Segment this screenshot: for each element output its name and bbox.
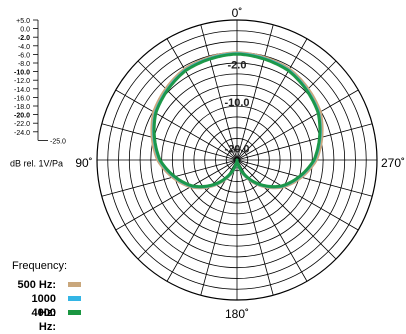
- scale-tick-label: -14.0: [14, 87, 30, 94]
- grid-spoke: [101, 159, 238, 197]
- scale-tick-label: -8.0: [18, 61, 30, 68]
- legend-item-500: 500 Hz:: [12, 278, 82, 292]
- scale-tick-label: +5.0: [16, 18, 30, 25]
- ring-label: -20.0: [224, 144, 249, 156]
- legend-swatch: [68, 310, 81, 315]
- grid-spoke: [137, 60, 238, 161]
- grid-spoke: [166, 38, 238, 161]
- grid-spoke: [236, 89, 359, 161]
- polar-chart: +5.00.0-2.0-4.0-6.0-8.0-10.0-12.0-14.0-1…: [10, 6, 405, 321]
- scale-tick-label: -20.0: [14, 113, 30, 120]
- grid-spoke: [101, 123, 238, 161]
- scale-tick-label: -24.0: [14, 130, 30, 137]
- series-group: [150, 51, 324, 190]
- legend-label: 1000 Hz:: [31, 293, 56, 319]
- polar-grid: [96, 19, 378, 301]
- grid-spoke: [236, 38, 308, 161]
- angle-labels: 0˚ 90˚ 180˚ 270˚: [75, 6, 405, 321]
- scale-tick-label: -16.0: [14, 95, 30, 102]
- scale-tick-label: 0.0: [20, 27, 30, 34]
- level-scale: +5.00.0-2.0-4.0-6.0-8.0-10.0-12.0-14.0-1…: [10, 18, 66, 168]
- scale-tick-label: -10.0: [14, 70, 30, 77]
- scale-tick-label: -2.0: [18, 35, 30, 42]
- grid-spoke: [200, 24, 238, 161]
- angle-label-270: 270˚: [381, 156, 405, 170]
- legend-label: 500 Hz:: [17, 279, 56, 291]
- grid-spoke: [236, 159, 359, 231]
- grid-spoke: [236, 60, 337, 161]
- ring-labels: -2.0 -10.0 -20.0: [224, 60, 249, 156]
- scale-tick-label: -25.0: [50, 138, 66, 145]
- scale-tick-label: -12.0: [14, 78, 30, 85]
- angle-label-180: 180˚: [225, 307, 249, 321]
- grid-spoke: [115, 89, 238, 161]
- scale-tick-label: -22.0: [14, 121, 30, 128]
- scale-tick-label: -4.0: [18, 44, 30, 51]
- scale-tick-label: -18.0: [14, 104, 30, 111]
- grid-spoke: [137, 159, 238, 260]
- grid-spoke: [236, 159, 373, 197]
- angle-label-0: 0˚: [232, 6, 243, 20]
- grid-spoke: [236, 24, 274, 161]
- grid-spoke: [200, 159, 238, 296]
- grid-spoke: [236, 123, 373, 161]
- legend-label: 4000 Hz:: [31, 307, 56, 333]
- scale-unit-label: dB rel. 1V/Pa: [10, 158, 63, 168]
- series-line-4000hz: [152, 52, 322, 189]
- angle-label-90: 90˚: [75, 156, 92, 170]
- scale-tick-label: -6.0: [18, 52, 30, 59]
- legend-item-4000: 4000 Hz:: [12, 306, 82, 333]
- grid-spoke: [236, 159, 274, 296]
- legend: 500 Hz: 1000 Hz: 4000 Hz:: [12, 278, 82, 333]
- legend-item-1000: 1000 Hz:: [12, 292, 82, 319]
- grid-spoke: [236, 159, 337, 260]
- ring-label: -10.0: [224, 97, 249, 109]
- grid-spoke: [115, 159, 238, 231]
- ring-label: -2.0: [228, 60, 247, 72]
- legend-title: Frequency:: [12, 260, 68, 272]
- legend-swatch: [68, 296, 81, 301]
- legend-swatch: [68, 282, 81, 287]
